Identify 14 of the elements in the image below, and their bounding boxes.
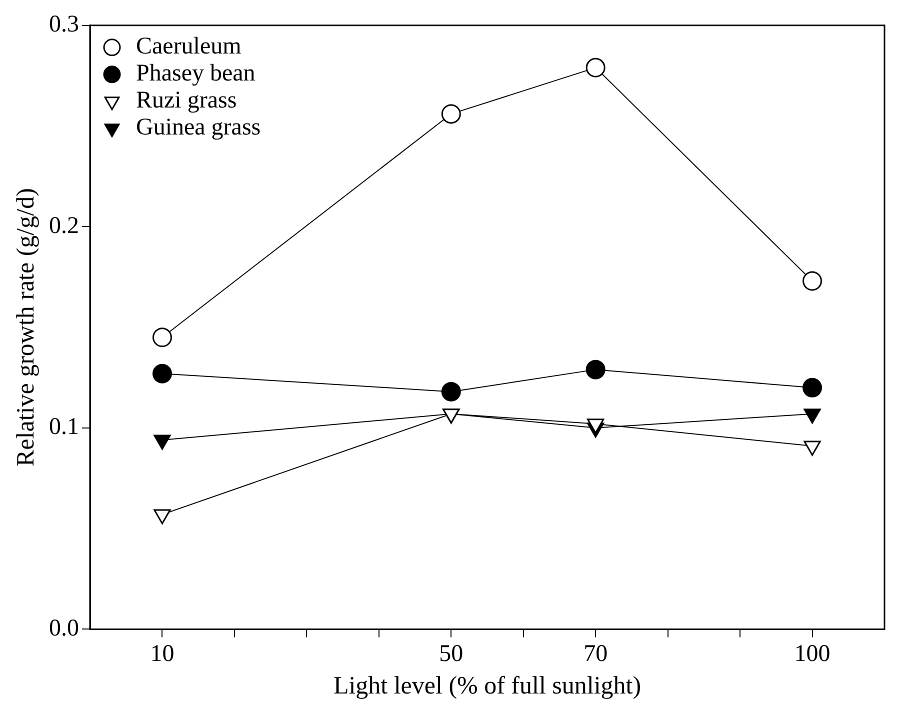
x-tick-label: 70 — [584, 640, 608, 667]
y-tick-label: 0.1 — [49, 414, 79, 440]
x-tick-label: 50 — [439, 640, 464, 667]
legend-label: Phasey bean — [136, 60, 256, 87]
legend-label: Caeruleum — [136, 34, 242, 60]
legend-label: Ruzi grass — [136, 88, 237, 114]
x-tick-label: 100 — [794, 640, 830, 667]
y-axis-title: Relative growth rate (g/g/d) — [12, 188, 40, 466]
y-tick-label: 0.0 — [49, 615, 79, 642]
legend-label: Guinea grass — [136, 114, 261, 141]
y-tick-label: 0.3 — [49, 12, 79, 38]
x-axis-title: Light level (% of full sunlight) — [333, 672, 642, 700]
x-tick-label: 10 — [150, 640, 174, 667]
y-tick-label: 0.2 — [49, 212, 79, 239]
